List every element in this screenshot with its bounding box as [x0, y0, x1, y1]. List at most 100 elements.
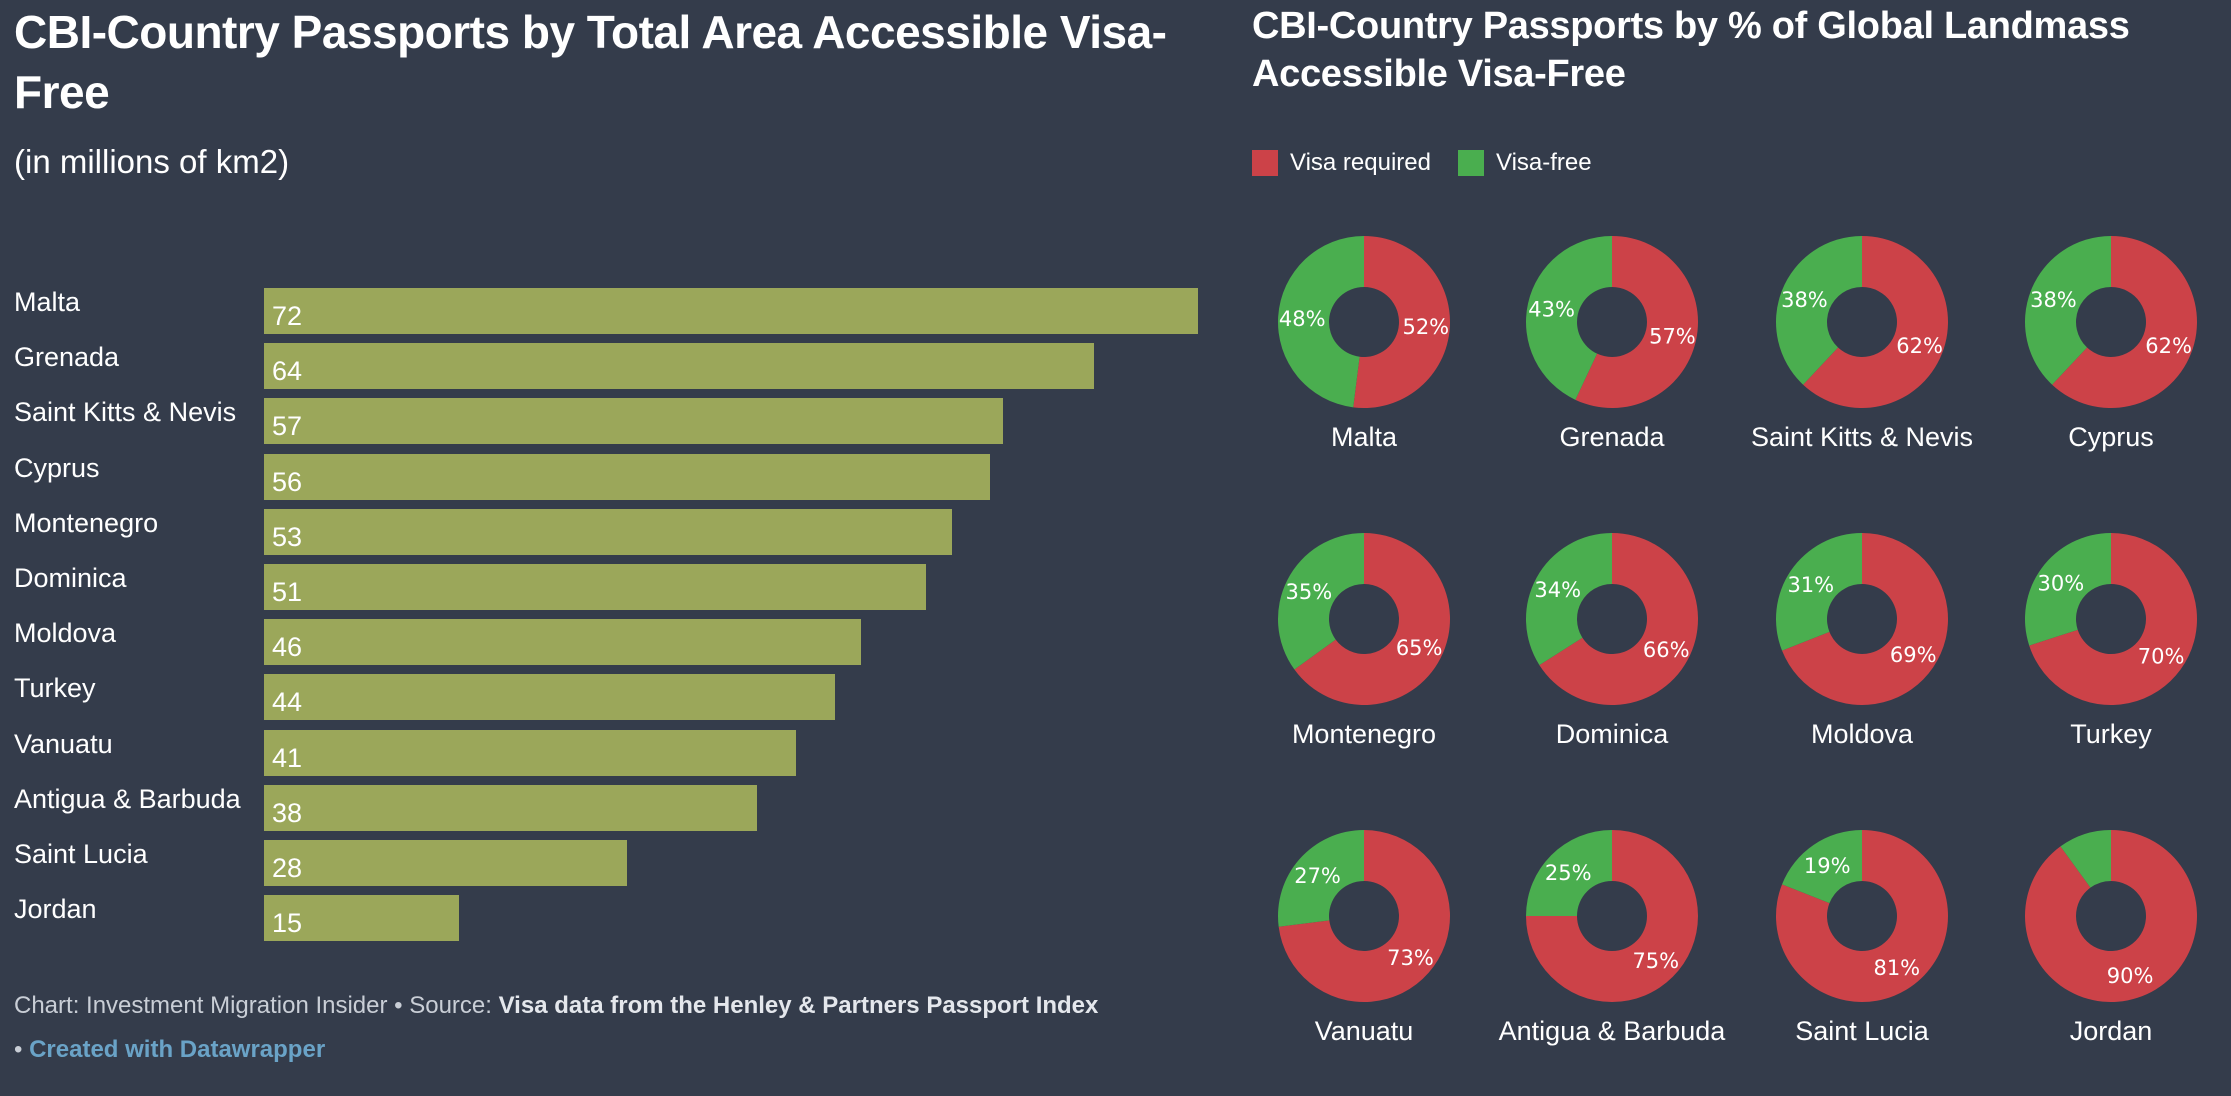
legend-label-visa-required: Visa required: [1290, 149, 1431, 176]
bar: 56: [264, 453, 991, 500]
donut-chart: 70% 30% Turkey: [1986, 529, 2231, 799]
donut-slice-visa-required: [1526, 830, 1698, 1002]
donut-slice-visa-free: [1776, 533, 1862, 651]
donut-value-label: 65%: [1396, 636, 1443, 660]
footer-chart-credit: Chart: Investment Migration Insider • So…: [14, 992, 499, 1019]
donut-slice-visa-required: [1278, 830, 1450, 1002]
bar-label: Montenegro: [14, 507, 159, 538]
bar-label: Moldova: [14, 618, 117, 649]
bar: 53: [264, 508, 952, 555]
bar: 64: [264, 343, 1095, 390]
donut-slice-visa-free: [2025, 236, 2111, 385]
footer-bullet: •: [14, 1036, 30, 1063]
bar-label: Cyprus: [14, 452, 100, 483]
donut-slice-visa-free: [1526, 830, 1612, 916]
bar: 15: [264, 895, 459, 942]
donut-slice-visa-required: [2029, 533, 2197, 705]
donut-slice-visa-required: [1353, 236, 1450, 408]
donut-value-label: 38%: [2030, 288, 2077, 312]
bar-value-label: 28: [272, 853, 303, 883]
donut-value-label: 27%: [1294, 864, 1341, 888]
donut-chart: 73% 27% Vanuatu: [1239, 826, 1489, 1096]
bar-value-label: 46: [272, 632, 303, 663]
donut-svg: 66% 34%: [1526, 533, 1698, 705]
donut-value-label: 66%: [1643, 638, 1690, 662]
donut-country-label: Turkey: [2070, 719, 2152, 749]
donut-chart-panel: CBI-Country Passports by % of Global Lan…: [1252, 0, 2231, 1070]
donut-value-label: 62%: [2145, 334, 2192, 358]
donut-svg: 65% 35%: [1278, 533, 1450, 705]
donut-chart: 66% 34% Dominica: [1487, 529, 1737, 799]
donut-value-label: 30%: [2038, 572, 2085, 596]
bar: 72: [264, 288, 1198, 334]
bar-row: Jordan 15: [14, 894, 1214, 942]
donut-slice-visa-free: [1782, 830, 1862, 904]
donut-country-label: Saint Lucia: [1795, 1016, 1929, 1046]
legend-label-visa-free: Visa-free: [1496, 149, 1592, 176]
donut-value-label: 75%: [1632, 949, 1679, 973]
donut-value-label: 48%: [1279, 307, 1326, 331]
bar-row: Malta 72: [14, 287, 1214, 334]
donut-value-label: 62%: [1896, 334, 1943, 358]
bar: 57: [264, 398, 1004, 445]
donut-country-label: Montenegro: [1291, 719, 1437, 749]
bar-value-label: 57: [272, 411, 303, 442]
bar: 41: [264, 729, 796, 776]
bar-row: Saint Lucia 28: [14, 839, 1214, 886]
bar: 46: [264, 619, 861, 666]
bar-row: Grenada 64: [14, 342, 1214, 390]
bar-row: Saint Kitts & Nevis 57: [14, 397, 1214, 445]
bar: 44: [264, 674, 835, 721]
donut-slice-visa-free: [1278, 533, 1364, 670]
donut-slice-visa-required: [1575, 236, 1698, 408]
bar: 28: [264, 840, 628, 886]
donut-slice-visa-free: [2060, 830, 2111, 888]
donut-value-label: 19%: [1804, 854, 1851, 878]
donut-country-label: Vanuatu: [1314, 1016, 1414, 1046]
bar-value-label: 15: [272, 908, 303, 939]
donut-country-label: Saint Kitts & Nevis: [1750, 422, 1974, 452]
donut-svg: 62% 38%: [2025, 236, 2197, 408]
donut-value-label: 69%: [1890, 643, 1937, 667]
donut-svg: 90%: [2025, 830, 2197, 1002]
donut-country-label: Antigua & Barbuda: [1498, 1016, 1726, 1046]
donut-value-label: 31%: [1787, 573, 1834, 597]
donut-slice-visa-required: [1782, 533, 1948, 705]
footer-created-line: • Created with Datawrapper: [14, 1028, 1194, 1072]
created-with-datawrapper-link[interactable]: Created with Datawrapper: [29, 1036, 326, 1063]
donut-slice-visa-required: [1776, 830, 1948, 1002]
bar-chart-panel: CBI-Country Passports by Total Area Acce…: [14, 0, 1214, 1070]
donut-svg: 57% 43%: [1526, 236, 1698, 408]
donut-svg: 62% 38%: [1776, 236, 1948, 408]
donut-country-label: Malta: [1330, 422, 1398, 452]
bar-label: Saint Kitts & Nevis: [14, 397, 237, 428]
bar-row: Montenegro 53: [14, 508, 1214, 555]
donut-chart: 69% 31% Moldova: [1737, 529, 1987, 799]
bar-value-label: 64: [272, 356, 303, 387]
donut-svg: 81% 19%: [1776, 830, 1948, 1002]
donut-value-label: 38%: [1781, 288, 1828, 312]
footer-source: Visa data from the Henley & Partners Pas…: [498, 992, 1099, 1019]
bar-value-label: 51: [272, 577, 303, 607]
donut-chart: 65% 35% Montenegro: [1239, 529, 1489, 799]
donut-value-label: 43%: [1528, 297, 1575, 321]
donut-chart: 52% 48% Malta: [1239, 232, 1489, 502]
legend-swatch-visa-free: [1458, 150, 1484, 176]
donut-slice-visa-free: [1278, 830, 1364, 927]
donut-country-label: Moldova: [1810, 719, 1914, 749]
donut-country-label: Dominica: [1555, 719, 1669, 749]
bar-label: Jordan: [14, 894, 97, 925]
donut-value-label: 81%: [1873, 956, 1920, 980]
donut-chart: 62% 38% Saint Kitts & Nevis: [1737, 232, 1987, 502]
donut-slice-visa-required: [2025, 830, 2197, 1002]
donut-slice-visa-free: [2025, 533, 2111, 646]
bar-label: Malta: [14, 287, 81, 317]
donut-country-label: Jordan: [2069, 1016, 2153, 1046]
donut-slice-visa-required: [1803, 236, 1948, 408]
donut-slice-visa-required: [1539, 533, 1698, 705]
donut-country-label: Grenada: [1559, 422, 1665, 452]
donut-slice-visa-free: [1277, 236, 1364, 408]
donut-value-label: 90%: [2107, 964, 2154, 988]
bar-label: Turkey: [14, 673, 96, 704]
bar-label: Grenada: [14, 342, 120, 373]
